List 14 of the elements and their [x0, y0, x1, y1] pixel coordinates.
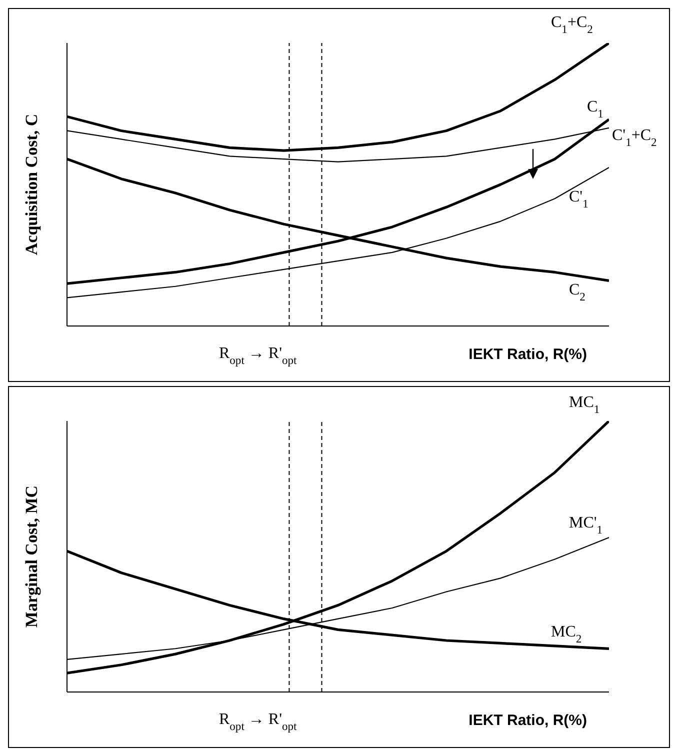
series-label: C$_{1}$ — [587, 98, 604, 120]
series-label: C'$_{1}$ — [569, 188, 589, 211]
series-label: MC$_{1}$ — [569, 394, 600, 416]
y-axis-title: Acquisition Cost, C — [22, 114, 42, 256]
text: R$_{opt}$ → R'$_{opt}$ — [219, 711, 298, 733]
series-label: MC$_{2}$ — [551, 624, 582, 646]
series-label: C$_{1}$+C$_{2}$ — [551, 14, 594, 36]
y-axis-title: Marginal Cost, MC — [22, 485, 42, 628]
text: R$_{opt}$ → R'$_{opt}$ — [219, 345, 298, 367]
series-label: C'$_{1}$+C$_{2}$ — [612, 126, 658, 149]
series-label: MC'$_{1}$ — [569, 514, 603, 537]
x-axis-title: IEKT Ratio, R(%) — [468, 346, 587, 363]
series-label: C$_{2}$ — [569, 282, 586, 304]
x-axis-title: IEKT Ratio, R(%) — [468, 712, 587, 729]
